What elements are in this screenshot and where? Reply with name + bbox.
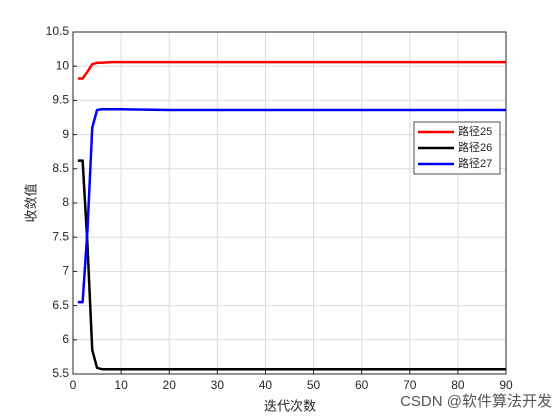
x-tick-label: 0: [70, 378, 77, 392]
axes-box: [72, 31, 507, 375]
y-tick-label: 6: [62, 332, 69, 346]
y-tick-label: 7: [62, 264, 69, 278]
x-tick-label: 30: [211, 378, 225, 392]
legend-label: 路径25: [458, 125, 492, 138]
legend: 路径25 路径26 路径27: [413, 121, 501, 175]
y-tick-label: 9: [62, 127, 69, 141]
watermark: CSDN @软件算法开发: [400, 392, 552, 410]
y-tick-label: 7.5: [52, 229, 69, 243]
x-tick-label: 90: [499, 378, 513, 392]
x-tick-label: 50: [307, 378, 321, 392]
x-tick-label: 60: [355, 378, 369, 392]
legend-label: 路径26: [458, 141, 492, 154]
y-tick-label: 10.5: [46, 24, 70, 38]
y-tick-label: 10: [56, 58, 70, 72]
x-tick-label: 40: [259, 378, 273, 392]
series-line: [77, 159, 506, 371]
y-tick-label: 6.5: [52, 298, 69, 312]
series-line: [77, 108, 506, 304]
series-line: [77, 60, 506, 80]
x-tick-label: 10: [114, 378, 128, 392]
x-tick-label: 80: [451, 378, 465, 392]
x-tick-label: 20: [163, 378, 177, 392]
legend-label: 路径27: [458, 157, 492, 170]
y-tick-label: 9.5: [52, 93, 69, 107]
y-axis-label: 收敛值: [24, 183, 40, 222]
y-tick-label: 8.5: [52, 161, 69, 175]
y-tick-label: 8: [62, 195, 69, 209]
x-axis-label: 迭代次数: [264, 399, 316, 415]
x-tick-label: 70: [403, 378, 417, 392]
y-tick-label: 5.5: [52, 366, 69, 380]
